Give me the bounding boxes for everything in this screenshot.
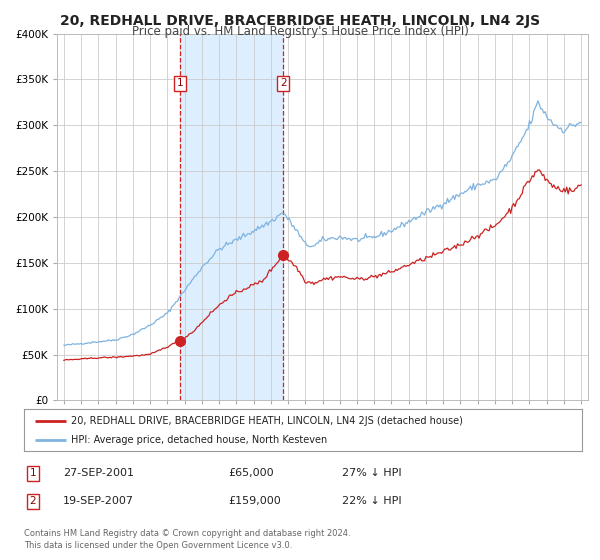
Text: £159,000: £159,000 [228, 496, 281, 506]
Text: 1: 1 [29, 468, 37, 478]
Text: 2: 2 [29, 496, 37, 506]
Text: £65,000: £65,000 [228, 468, 274, 478]
Text: HPI: Average price, detached house, North Kesteven: HPI: Average price, detached house, Nort… [71, 435, 328, 445]
Text: 1: 1 [177, 78, 184, 88]
Text: 20, REDHALL DRIVE, BRACEBRIDGE HEATH, LINCOLN, LN4 2JS: 20, REDHALL DRIVE, BRACEBRIDGE HEATH, LI… [60, 14, 540, 28]
Text: 27% ↓ HPI: 27% ↓ HPI [342, 468, 401, 478]
Text: 27-SEP-2001: 27-SEP-2001 [63, 468, 134, 478]
Text: 19-SEP-2007: 19-SEP-2007 [63, 496, 134, 506]
Text: Price paid vs. HM Land Registry's House Price Index (HPI): Price paid vs. HM Land Registry's House … [131, 25, 469, 38]
Text: Contains HM Land Registry data © Crown copyright and database right 2024.
This d: Contains HM Land Registry data © Crown c… [24, 529, 350, 550]
Text: 2: 2 [280, 78, 287, 88]
Text: 22% ↓ HPI: 22% ↓ HPI [342, 496, 401, 506]
Bar [180, 34, 283, 400]
Text: 20, REDHALL DRIVE, BRACEBRIDGE HEATH, LINCOLN, LN4 2JS (detached house): 20, REDHALL DRIVE, BRACEBRIDGE HEATH, LI… [71, 416, 463, 426]
